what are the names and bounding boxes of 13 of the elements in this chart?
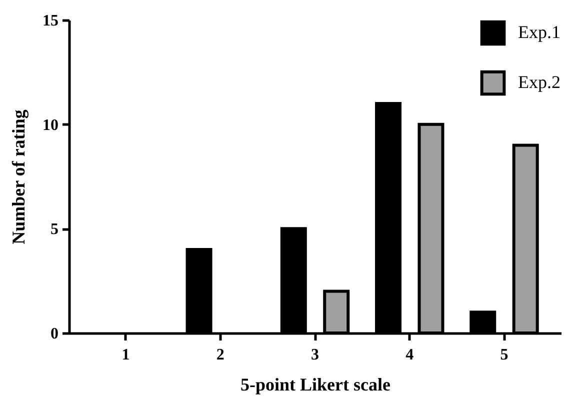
x-tick-label: 3 xyxy=(311,346,319,364)
x-tick-label: 5 xyxy=(500,346,508,364)
x-axis-title: 5-point Likert scale xyxy=(240,374,390,394)
legend-label: Exp.2 xyxy=(518,72,560,92)
y-axis-title: Number of rating xyxy=(8,110,28,244)
y-tick-label: 15 xyxy=(42,12,58,30)
x-tick-label: 4 xyxy=(406,346,414,364)
legend-label: Exp.1 xyxy=(518,22,560,42)
x-tick-label: 1 xyxy=(122,346,130,364)
y-tick-label: 10 xyxy=(42,116,58,134)
y-tick-label: 5 xyxy=(50,221,58,238)
x-tick-label: 2 xyxy=(216,346,224,364)
y-tick-label: 0 xyxy=(50,326,58,342)
